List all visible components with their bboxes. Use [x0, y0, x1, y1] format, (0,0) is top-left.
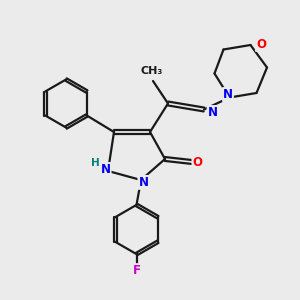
Text: H: H	[91, 158, 100, 168]
Text: N: N	[208, 106, 218, 119]
Text: O: O	[256, 38, 266, 51]
Text: N: N	[223, 88, 233, 101]
Text: O: O	[192, 155, 203, 169]
Text: CH₃: CH₃	[140, 67, 163, 76]
Text: N: N	[100, 163, 111, 176]
Text: F: F	[133, 264, 140, 277]
Text: N: N	[138, 176, 148, 189]
